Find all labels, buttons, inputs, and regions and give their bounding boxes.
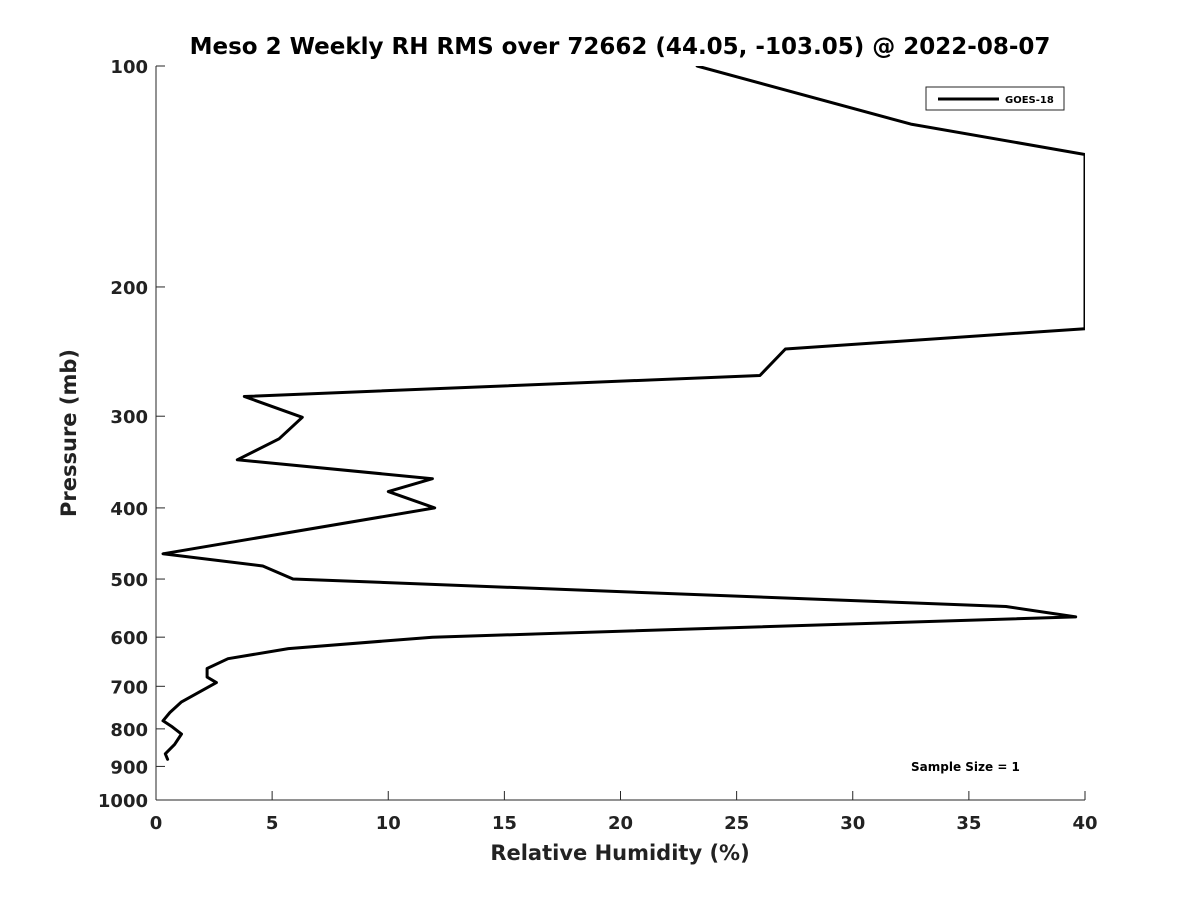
x-tick-label: 25 <box>724 813 749 834</box>
y-axis-label: Pressure (mb) <box>57 349 81 517</box>
y-tick-label: 900 <box>110 757 148 778</box>
x-tick-label: 30 <box>840 813 865 834</box>
y-tick-label: 800 <box>110 720 148 741</box>
x-tick-label: 10 <box>376 813 401 834</box>
series-line-goes-18 <box>161 66 1085 761</box>
y-tick-label: 1000 <box>98 791 148 812</box>
y-tick-label: 100 <box>110 57 148 78</box>
y-tick-label: 200 <box>110 278 148 299</box>
chart-title: Meso 2 Weekly RH RMS over 72662 (44.05, … <box>190 34 1051 60</box>
y-tick-label: 600 <box>110 628 148 649</box>
x-tick-label: 0 <box>150 813 163 834</box>
y-axis-ticks: 100 200 300 400 500 600 700 800 900 1000 <box>98 57 165 812</box>
legend-entry-goes-18: GOES-18 <box>1005 95 1054 106</box>
x-tick-label: 20 <box>608 813 633 834</box>
series-layer <box>161 66 1085 761</box>
x-tick-label: 35 <box>956 813 981 834</box>
y-tick-label: 700 <box>110 677 148 698</box>
legend: GOES-18 <box>925 86 1065 111</box>
y-tick-label: 300 <box>110 407 148 428</box>
x-axis-ticks: 0 5 10 15 20 25 30 35 40 <box>150 791 1098 834</box>
x-axis-label: Relative Humidity (%) <box>490 841 749 865</box>
y-tick-label: 500 <box>110 570 148 591</box>
x-tick-label: 15 <box>492 813 517 834</box>
y-tick-label: 400 <box>110 499 148 520</box>
sample-size-annotation: Sample Size = 1 <box>911 760 1020 774</box>
x-tick-label: 5 <box>266 813 279 834</box>
x-tick-label: 40 <box>1072 813 1097 834</box>
